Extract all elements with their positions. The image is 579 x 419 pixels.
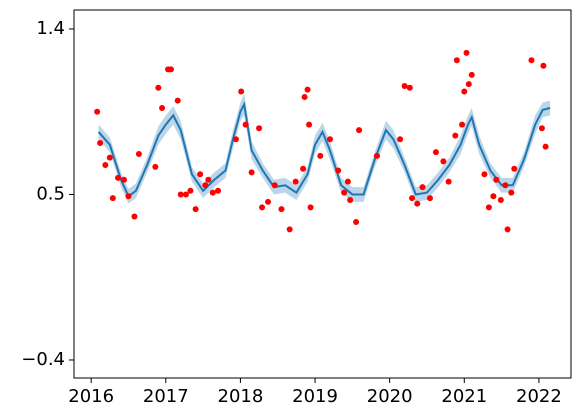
scatter-point [286, 226, 293, 233]
scatter-point [373, 152, 380, 159]
scatter-point [115, 174, 122, 181]
scatter-point [452, 132, 459, 139]
scatter-point [159, 105, 166, 112]
scatter-point [152, 163, 159, 170]
scatter-point [232, 136, 239, 143]
scatter-point [248, 169, 255, 176]
scatter-point [419, 184, 426, 191]
scatter-point [259, 204, 266, 211]
scatter-point [409, 195, 416, 202]
scatter-point [94, 108, 101, 115]
y-tick-label: 0.5 [36, 183, 65, 204]
scatter-point [168, 66, 175, 73]
scatter-point [445, 178, 452, 185]
scatter-point [326, 136, 333, 143]
scatter-point [256, 125, 263, 132]
scatter-point [468, 71, 475, 78]
scatter-point [301, 93, 308, 100]
scatter-point [271, 182, 278, 189]
x-tick-label: 2017 [143, 386, 189, 407]
scatter-point [426, 195, 433, 202]
scatter-point [174, 97, 181, 104]
scatter-point [511, 165, 518, 172]
scatter-point [155, 84, 162, 91]
scatter-point [205, 176, 212, 183]
scatter-point [528, 57, 535, 64]
scatter-point [540, 62, 547, 69]
scatter-point [497, 196, 504, 203]
scatter-point [131, 213, 138, 220]
scatter-point [508, 189, 515, 196]
line [97, 101, 551, 198]
scatter-point [538, 125, 545, 132]
scatter-point [465, 81, 472, 88]
scatter-point [335, 167, 342, 174]
scatter-point [306, 121, 313, 128]
scatter-point [192, 206, 199, 213]
x-tick-label: 2020 [367, 386, 413, 407]
scatter-point [459, 121, 466, 128]
scatter-point [292, 178, 299, 185]
scatter-point [414, 200, 421, 207]
scatter-point [504, 226, 511, 233]
confidence-band [98, 93, 551, 204]
x-tick-label: 2018 [218, 386, 264, 407]
y-tick-label: −0.4 [21, 349, 65, 370]
scatter-point [347, 196, 354, 203]
scatter-point [265, 198, 272, 205]
scatter-point [125, 193, 132, 200]
scatter-point [353, 219, 360, 226]
scatter-point [490, 193, 497, 200]
scatter-point [397, 136, 404, 143]
scatter-point [135, 151, 142, 157]
scatter-point [209, 189, 216, 196]
scatter-point [242, 121, 249, 128]
scatter-point [432, 149, 439, 156]
scatter-point [187, 187, 194, 194]
scatter-point [406, 84, 413, 91]
scatter-point [278, 206, 285, 213]
scatter-point [502, 182, 509, 189]
plot-frame [73, 9, 572, 379]
scatter-point [238, 88, 245, 95]
scatter-point [485, 204, 492, 211]
scatter-point [109, 195, 116, 202]
x-tick-label: 2021 [441, 386, 487, 407]
scatter-point [344, 178, 351, 185]
scatter-point [120, 176, 127, 183]
scatter-point [356, 127, 363, 134]
scatter-point [304, 86, 311, 93]
x-tick-label: 2022 [516, 386, 562, 407]
scatter-point [341, 189, 348, 196]
scatter-point [493, 176, 500, 183]
scatter-point [97, 139, 104, 146]
scatter-point [102, 162, 109, 169]
scatter-point [215, 187, 222, 194]
scatter-point [401, 82, 408, 89]
scatter-point [300, 165, 307, 172]
y-tick-label: 1.4 [36, 18, 65, 39]
x-tick-label: 2019 [292, 386, 338, 407]
scatter-point [202, 182, 209, 189]
scatter-point [461, 88, 468, 95]
scatter-point [177, 191, 184, 198]
scatter-point [182, 191, 189, 198]
scatter-point [317, 152, 324, 159]
scatter-point [463, 49, 470, 56]
scatter-point [307, 204, 314, 211]
scatter-point [440, 158, 447, 165]
scatter-point [197, 171, 204, 178]
scatter-point [106, 154, 113, 161]
x-tick-label: 2016 [68, 386, 114, 407]
scatter-point [481, 171, 488, 178]
scatter-point [453, 57, 460, 64]
scatter-point [542, 143, 549, 150]
